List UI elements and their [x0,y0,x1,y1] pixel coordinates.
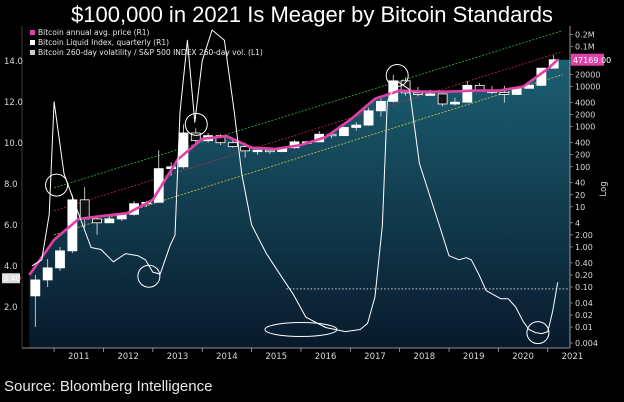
candle-body [153,168,164,203]
candle-body [413,92,423,95]
annotation-circle [45,173,69,197]
x-tick-label: 2016 [315,352,337,362]
annual-avg-series [28,58,559,276]
right-tick-label: 400 [575,139,590,148]
candle-body [425,93,436,96]
candle-body [450,101,460,105]
candle-body [499,92,510,95]
annual-avg-line [28,58,559,276]
annotation-circles [45,64,550,345]
right-tick-label: 20 [575,191,585,200]
left-tick-label: 14.0 [4,57,23,67]
legend-swatch [30,40,35,45]
left-tick-label: 12.0 [4,98,23,108]
right-tick-label: 4000 [575,99,595,108]
left-tick-label: 4.0 [4,262,18,272]
candle-body [55,250,65,269]
legend-entry: Bitcoin annual avg. price (R1) [38,28,150,37]
right-tick-label: 0.1M [575,43,595,52]
right-tick-label: 0.2M [575,31,595,40]
trend-band-line [53,51,563,212]
source-note: Source: Bloomberg Intelligence [4,378,213,395]
annotation-circle [385,64,409,88]
last-value-box [571,53,604,66]
volatility-line [31,29,559,335]
left-tick-label: 6.0 [4,221,18,231]
legend-swatch [30,30,35,35]
left-tick-label: 2.0 [4,303,18,313]
legend-entry: Bitcoin 260-day volatility / S&P 500 IND… [38,48,263,57]
x-tick-label: 2020 [512,352,534,362]
candle-body [240,146,251,152]
annotation-circle [184,112,208,136]
x-tick-label: 2017 [364,352,386,362]
right-tick-label: 0.004 [575,339,598,348]
candle-body [437,93,448,105]
x-tick-label: 2012 [117,352,139,362]
right-tick-label: 10000 [575,83,600,92]
left-tick-label: 10.0 [4,139,23,149]
volatility-series [31,29,559,335]
x-tick-label: 2011 [68,352,90,362]
trend-band-line [53,30,563,189]
right-tick-label: 0.40 [575,259,593,268]
right-tick-label: 1000 [575,123,595,132]
annotation-circle [137,264,161,288]
right-tick-label: 100 [575,163,590,172]
x-tick-label: 2019 [463,352,485,362]
x-tick-label: 2018 [414,352,436,362]
left-inset-label: 3.40 [3,274,21,283]
candle-body [376,100,386,112]
x-tick-label: 2013 [167,352,189,362]
annotation-ellipse [264,322,338,338]
candle-body [227,142,238,147]
candle-body [104,218,115,224]
right-tick-label: 4 [575,219,580,228]
candle-body [42,267,53,281]
price-area [29,59,570,348]
candle-body [92,218,102,224]
candle-body [338,127,349,137]
right-tick-label: 0.20 [575,271,593,280]
right-tick-label: 2.00 [575,231,593,240]
candle-body [363,110,374,126]
left-inset-box [2,273,20,284]
right-tick-label: 0.02 [575,311,593,320]
x-tick-label: 2014 [216,352,238,362]
last-value-label: 47169.00 [573,56,611,65]
price-area-layer [29,59,570,348]
candle-body [79,199,90,220]
candle-body [264,149,275,153]
candle-body [252,149,263,153]
legend-swatch [30,50,35,55]
right-tick-label: 0.10 [575,283,593,292]
right-tick-label: 0.01 [575,323,593,332]
right-axis-title: Log [599,181,609,196]
right-tick-label: 2000 [575,111,595,120]
chart-title: $100,000 in 2021 Is Meager by Bitcoin St… [71,2,553,27]
right-tick-label: 200 [575,151,590,160]
right-tick-label: 0.04 [575,299,593,308]
candle-body [190,132,201,142]
candle-body [351,124,362,128]
x-tick-label: 2015 [265,352,287,362]
x-tick-label: 2021 [562,352,584,362]
axes: 2011 2012 2013 2014 2015 2016 2017 2018 2019 2020… [2,26,611,362]
legend-entry: Bitcoin Liquid Index, quarterly (R1) [38,38,169,47]
left-tick-label: 8.0 [4,180,18,190]
right-tick-label: 1.00 [575,243,593,252]
legend: Bitcoin annual avg. price (R1)Bitcoin Li… [30,28,263,57]
right-tick-label: 20000 [575,71,600,80]
right-tick-label: 40 [575,179,585,188]
right-tick-label: 10 [575,203,585,212]
candle-body [462,84,473,103]
candle-body [178,132,189,168]
candle-body [474,84,485,91]
annotation-circle [526,321,550,345]
candle-body [30,279,41,297]
